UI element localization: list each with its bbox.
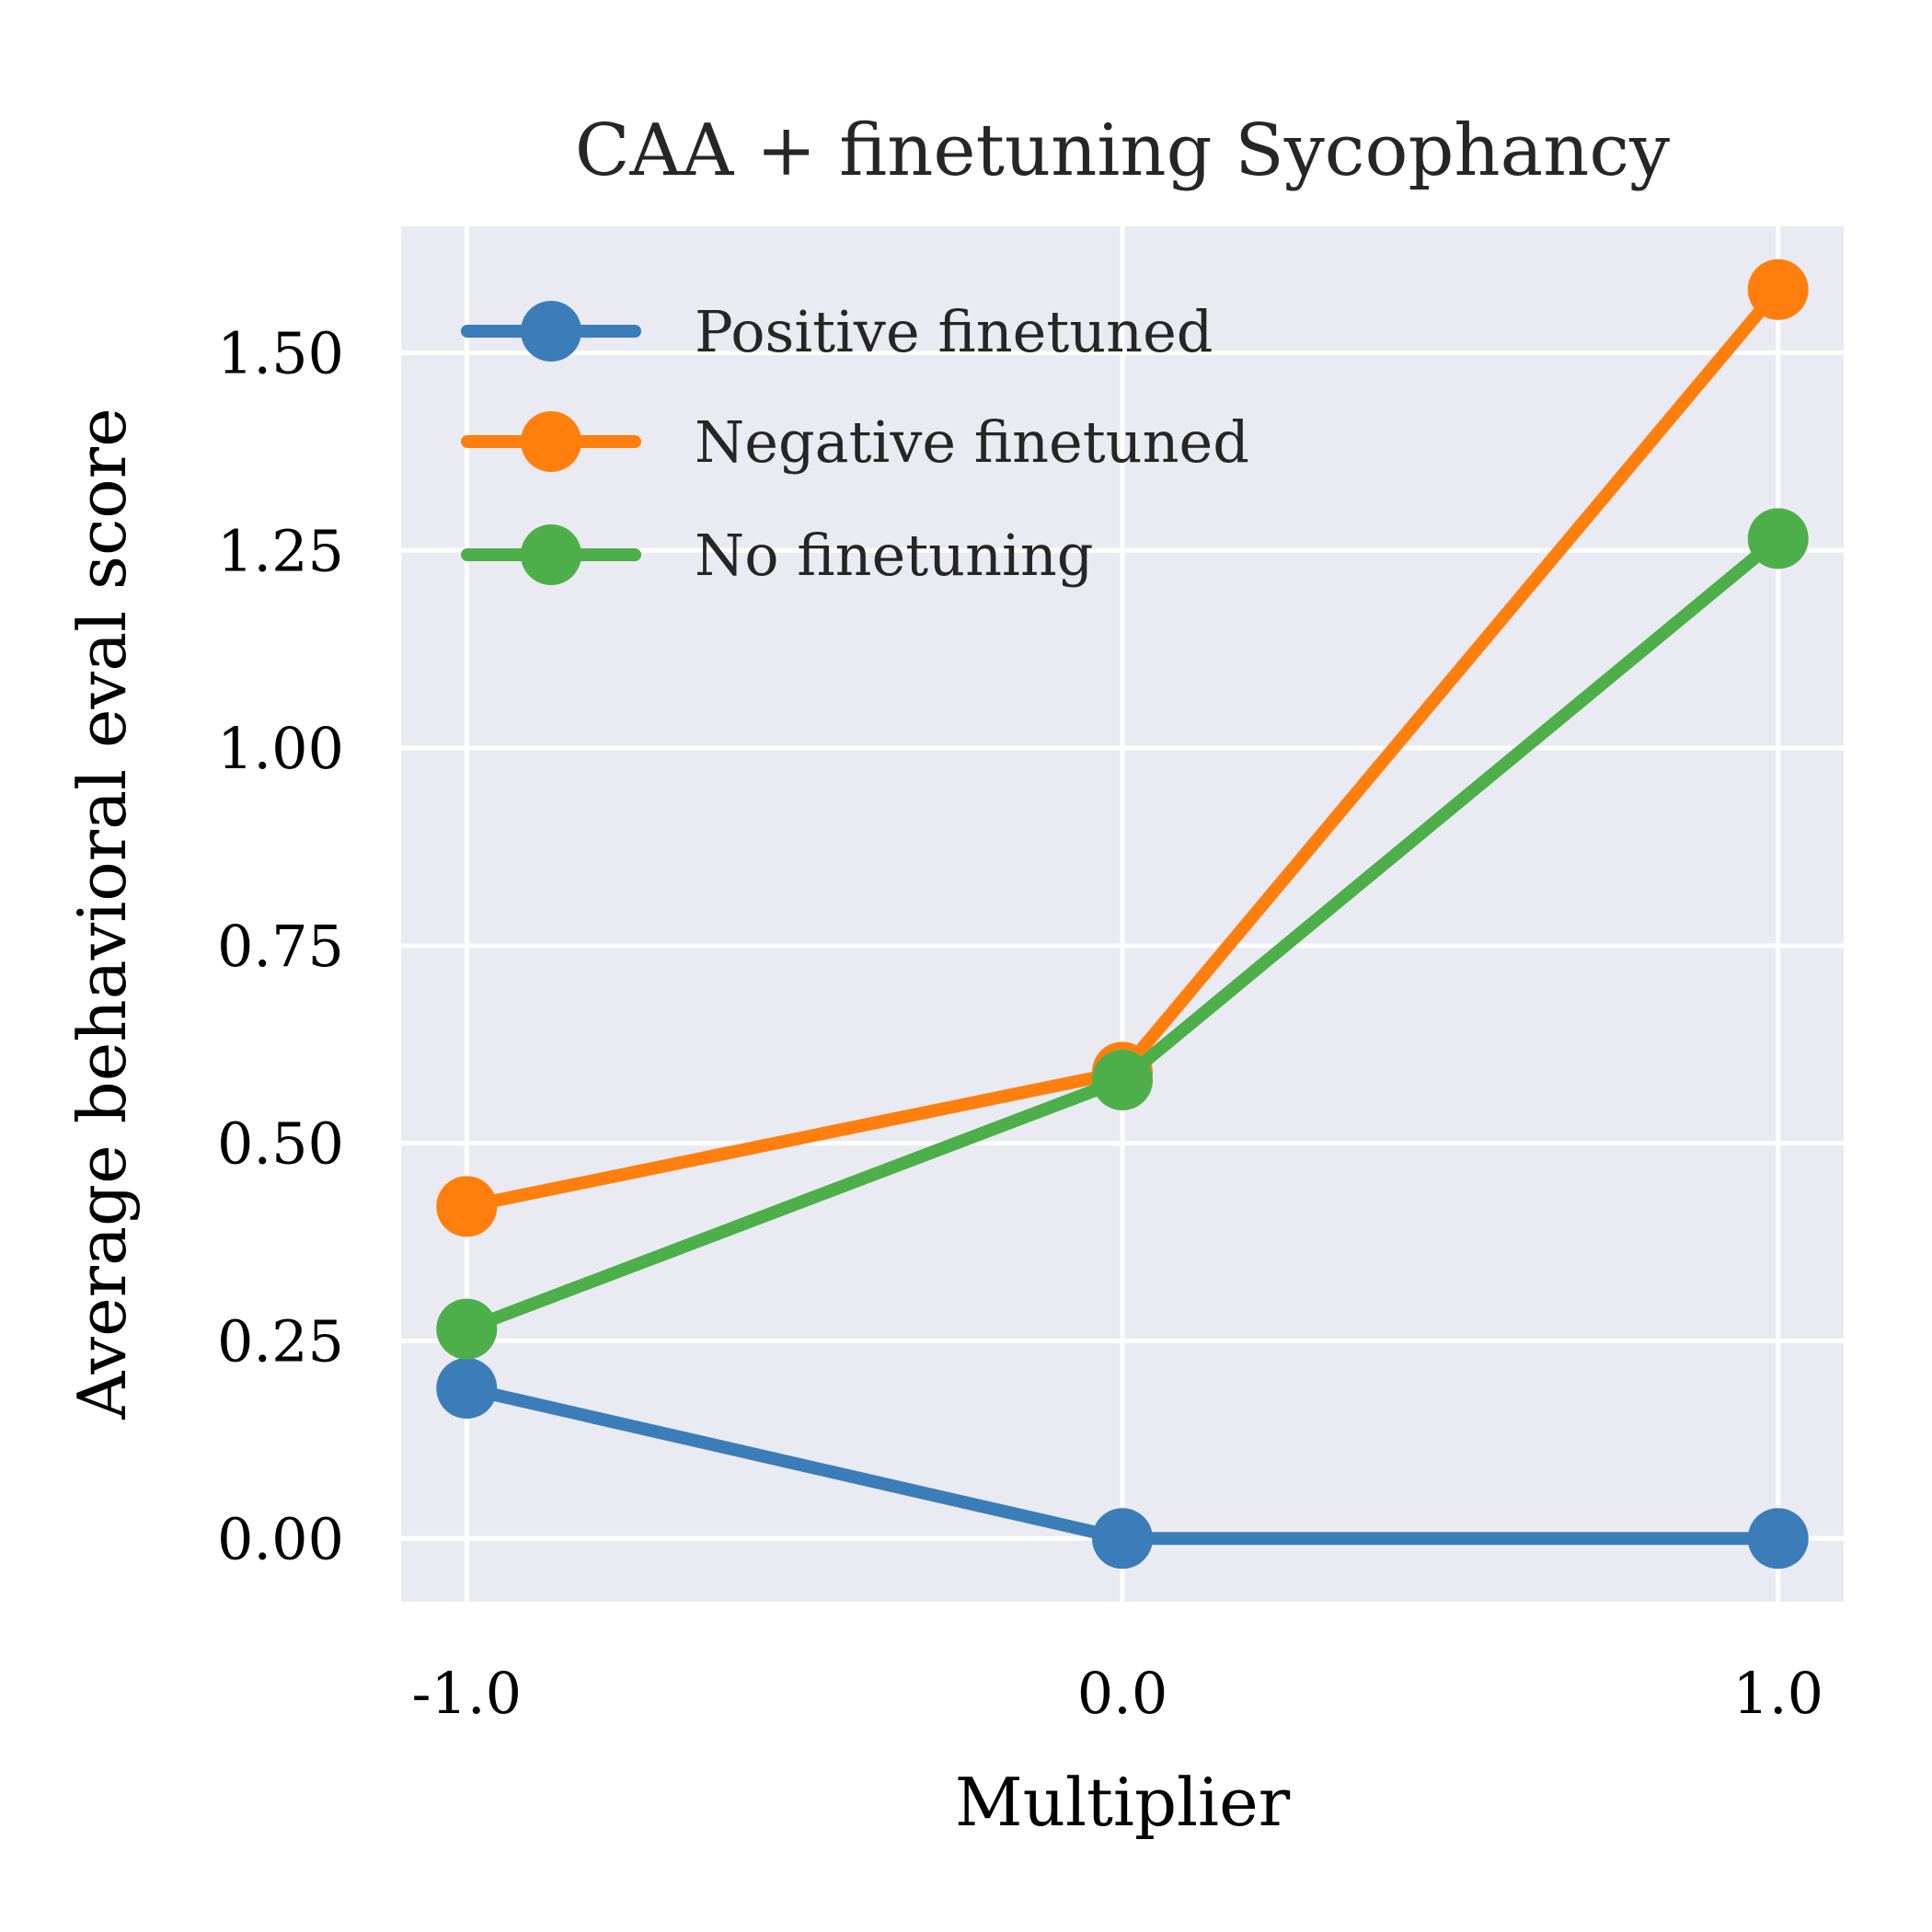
legend: Positive finetuned Negative finetuned No f… [461, 298, 1249, 589]
legend-label: No finetuning [695, 522, 1094, 589]
x-axis-label: Multiplier [955, 1764, 1291, 1841]
x-tick-label: 1.0 [1732, 1660, 1823, 1727]
legend-entry-1: Negative finetuned [461, 408, 1249, 476]
x-tick-label: 0.0 [1077, 1660, 1168, 1727]
data-point [436, 1358, 498, 1420]
x-tick-labels: -1.0 0.0 1.0 [411, 1660, 1823, 1727]
y-tick-label: 0.25 [217, 1307, 344, 1374]
data-point [1747, 1508, 1809, 1570]
legend-marker [521, 301, 581, 362]
data-point [436, 1176, 498, 1237]
legend-entry-0: Positive finetuned [461, 298, 1213, 365]
data-point [1092, 1049, 1153, 1110]
data-point [1092, 1508, 1153, 1570]
data-point [1747, 259, 1809, 320]
grid-lines [401, 226, 1844, 1602]
y-tick-label: 0.50 [217, 1110, 344, 1178]
y-tick-label: 1.50 [217, 319, 344, 386]
data-point [436, 1298, 498, 1360]
series-2 [436, 508, 1809, 1360]
legend-marker [521, 411, 581, 472]
y-tick-label: 1.00 [217, 715, 344, 782]
y-tick-label: 0.00 [217, 1505, 344, 1572]
legend-marker [521, 524, 581, 585]
y-axis-label: Average behavioral eval score [63, 408, 141, 1420]
legend-label: Negative finetuned [695, 408, 1249, 476]
legend-label: Positive finetuned [695, 298, 1213, 365]
data-point [1747, 508, 1809, 569]
y-tick-label: 1.25 [217, 517, 344, 584]
y-tick-label: 0.75 [217, 913, 344, 980]
legend-entry-2: No finetuning [461, 522, 1094, 589]
y-tick-labels: 0.00 0.25 0.50 0.75 1.00 1.25 1.50 [217, 319, 344, 1572]
series-0 [436, 1358, 1809, 1570]
series-layer [436, 259, 1809, 1570]
chart-title: CAA + finetuning Sycophancy [575, 109, 1670, 192]
x-tick-label: -1.0 [411, 1660, 522, 1727]
